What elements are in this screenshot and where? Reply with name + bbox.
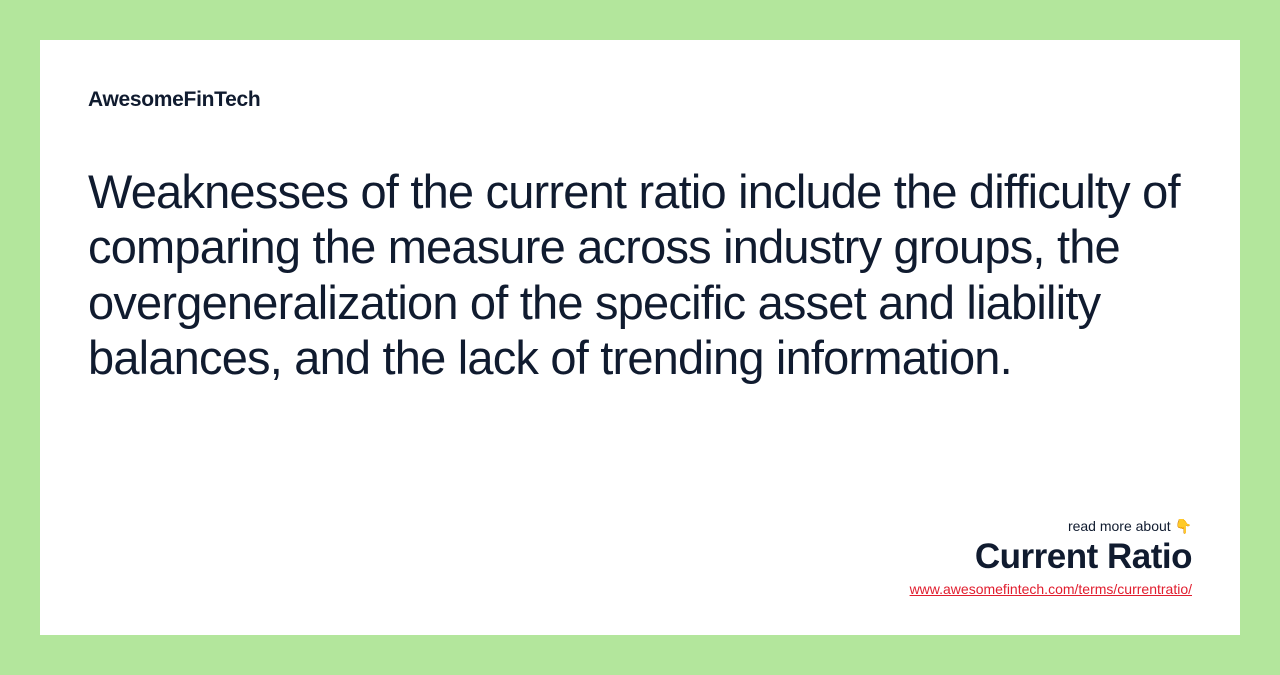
read-more-label: read more about 👇 xyxy=(88,518,1192,535)
term-link[interactable]: www.awesomefintech.com/terms/currentrati… xyxy=(910,581,1192,597)
info-card: AwesomeFinTech Weaknesses of the current… xyxy=(40,40,1240,635)
term-title: Current Ratio xyxy=(88,537,1192,577)
body-text: Weaknesses of the current ratio include … xyxy=(88,164,1192,386)
brand-name: AwesomeFinTech xyxy=(88,88,1192,112)
footer: read more about 👇 Current Ratio www.awes… xyxy=(88,518,1192,599)
